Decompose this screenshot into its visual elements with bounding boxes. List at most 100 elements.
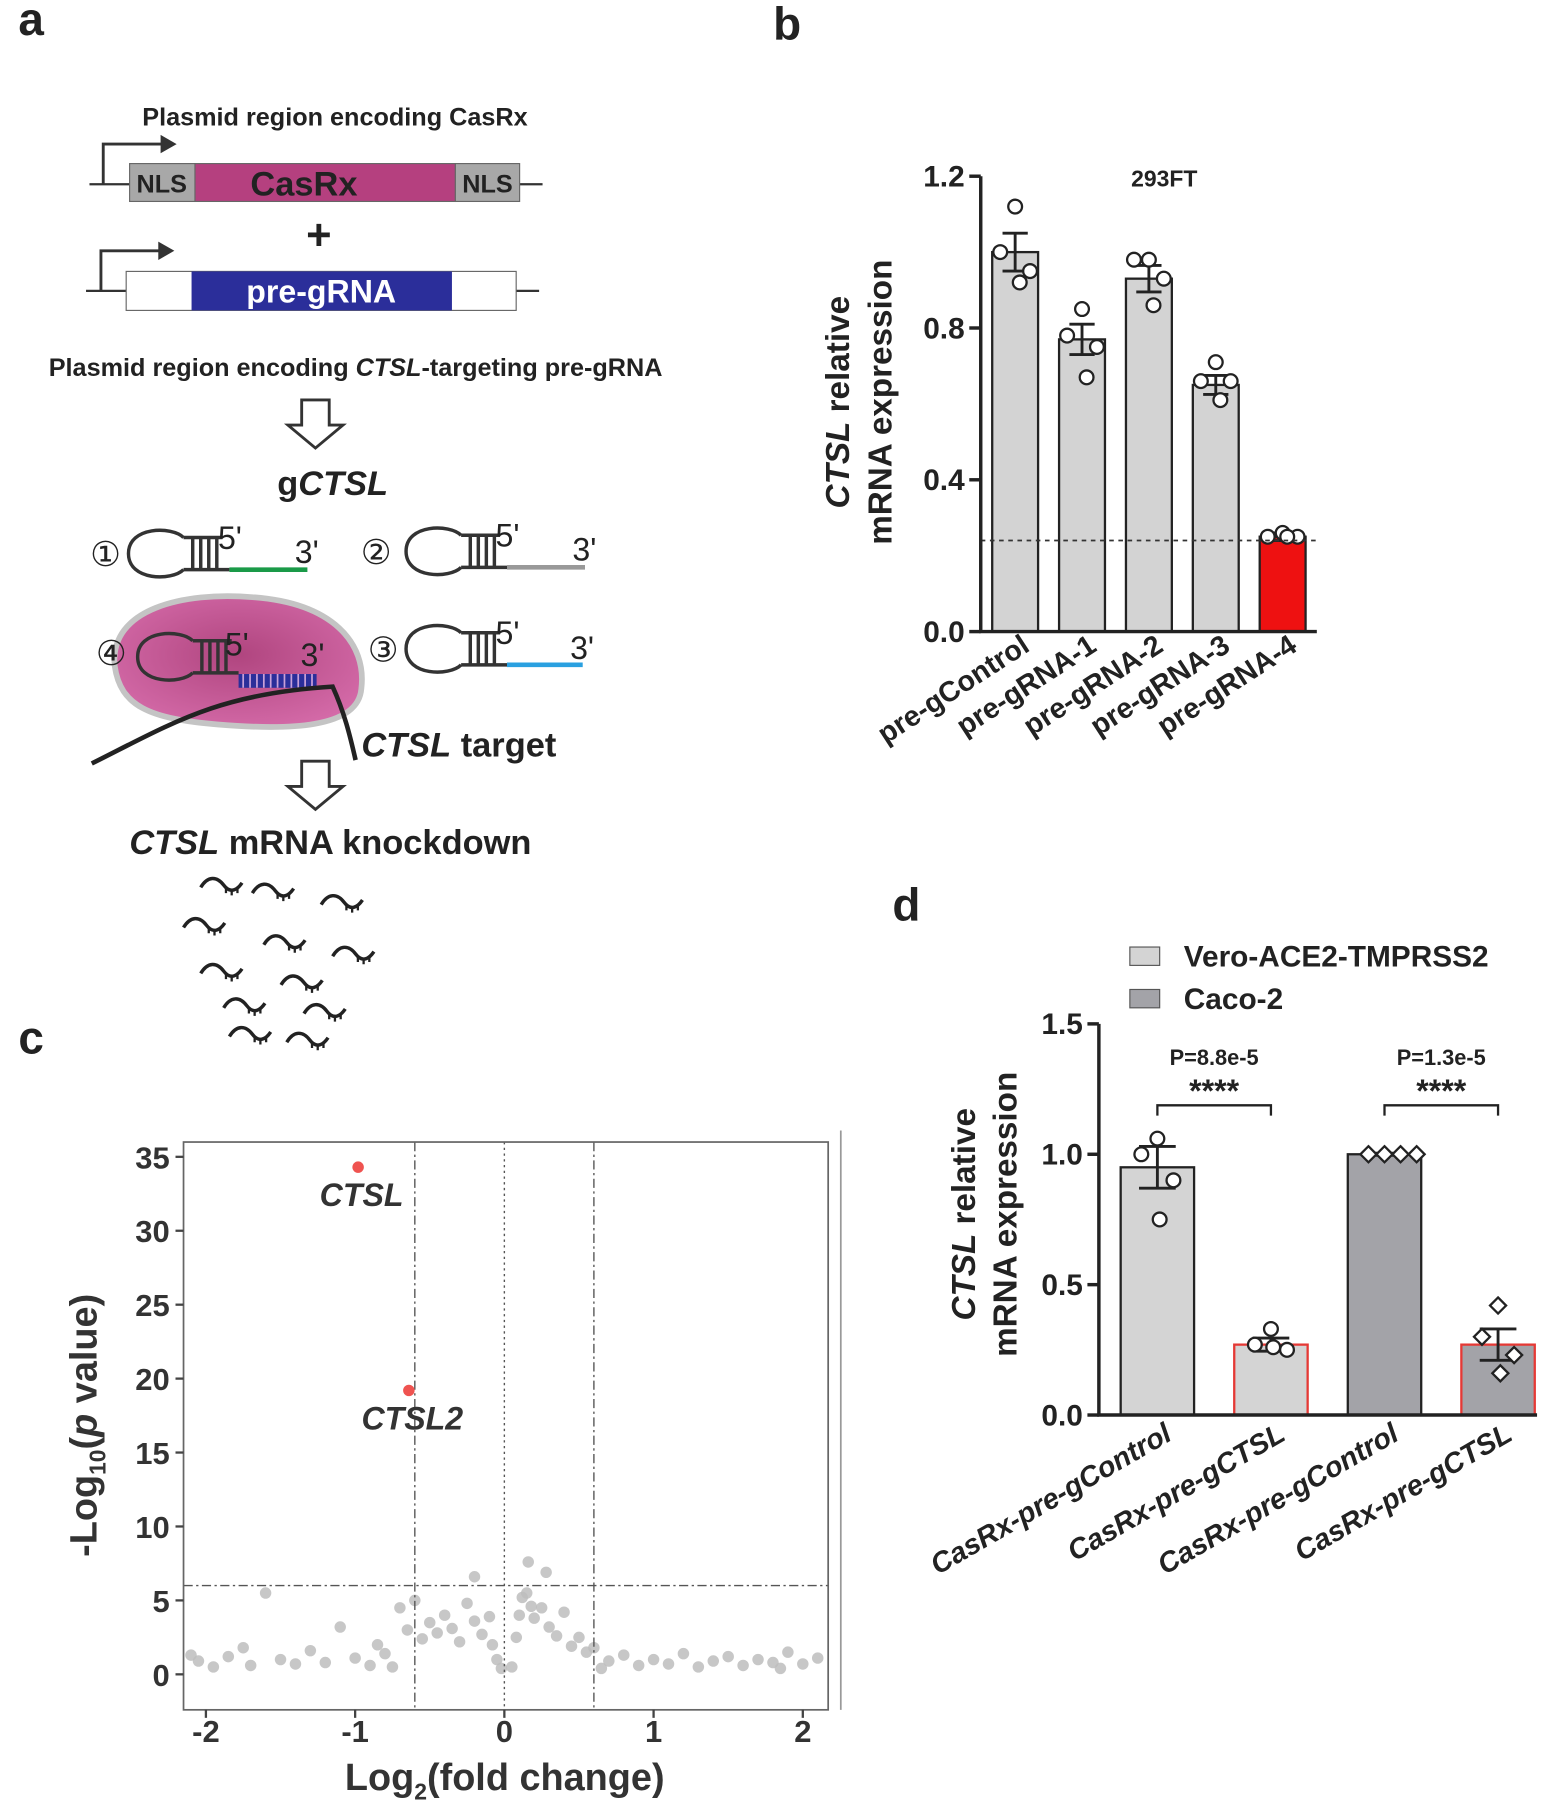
y-axis-label: CTSL relative — [820, 296, 857, 509]
data-point — [1078, 369, 1095, 386]
text-part: mRNA knockdown — [219, 824, 531, 862]
text-part: value) — [63, 1294, 105, 1414]
data-point — [1149, 1130, 1166, 1147]
data-point — [424, 1616, 436, 1629]
pregrna-box — [191, 271, 452, 311]
data-point — [1011, 274, 1028, 291]
x-tick-label: -2 — [192, 1714, 220, 1749]
data-point — [468, 1571, 481, 1583]
y-tick-label: 0.8 — [923, 312, 964, 345]
data-point — [207, 1661, 220, 1673]
data-point — [1472, 1327, 1492, 1347]
data-point — [1222, 373, 1239, 390]
data-point — [1212, 392, 1229, 409]
y-axis-label: mRNA expression — [987, 1072, 1024, 1357]
data-point — [1374, 1144, 1395, 1164]
y-axis-label: -Log10(p value) — [63, 1294, 110, 1557]
data-point — [1155, 270, 1172, 287]
data-point — [1125, 251, 1143, 268]
bar — [1258, 535, 1307, 633]
panel-label: b — [773, 0, 801, 50]
segment-label: NLS — [137, 170, 187, 198]
point-label: CTSL — [320, 1177, 404, 1213]
data-point — [506, 1661, 518, 1673]
text-part: relative — [820, 296, 857, 422]
data-point — [274, 1653, 287, 1666]
data-point — [222, 1650, 235, 1663]
end-label: 5' — [496, 615, 520, 651]
legend-label: Vero-ACE2-TMPRSS2 — [1184, 941, 1489, 974]
text-part: CTSL — [361, 727, 451, 765]
data-point — [1358, 1144, 1379, 1164]
guide-number: ③ — [368, 630, 399, 670]
data-point — [244, 1659, 257, 1672]
data-point — [1246, 1336, 1263, 1353]
data-point — [737, 1659, 749, 1672]
guide-number: ② — [361, 533, 392, 573]
y-tick-label: 0.5 — [1041, 1269, 1082, 1302]
data-point — [535, 1602, 548, 1614]
data-point — [811, 1652, 824, 1664]
y-tick-label: 1.0 — [1041, 1139, 1082, 1172]
data-point — [595, 1662, 608, 1675]
x-tick-label: 1 — [645, 1714, 662, 1749]
data-point — [401, 1624, 414, 1636]
casrx-box — [194, 163, 456, 203]
panel-label: a — [18, 0, 44, 45]
legend-swatch — [1129, 946, 1161, 966]
point-label: CTSL2 — [361, 1400, 463, 1436]
data-point — [495, 1662, 508, 1675]
text-part: Log — [345, 1757, 414, 1799]
data-point — [1406, 1144, 1427, 1164]
fragment — [199, 962, 244, 984]
text-part: g — [277, 465, 298, 503]
data-point — [510, 1631, 523, 1644]
data-point — [1022, 263, 1039, 280]
y-tick-label: 25 — [135, 1288, 169, 1323]
guide-number: ④ — [96, 634, 127, 674]
legend-label: Caco-2 — [1184, 983, 1283, 1016]
data-point — [438, 1609, 451, 1621]
y-tick-label: 20 — [135, 1362, 169, 1397]
rna-fragments — [181, 876, 376, 1052]
data-point — [394, 1602, 406, 1614]
data-point — [364, 1659, 376, 1672]
fragment — [330, 945, 376, 966]
data-point — [573, 1631, 585, 1644]
axes — [979, 176, 1317, 634]
y-tick-label: 0.0 — [1041, 1399, 1082, 1432]
bar — [1124, 277, 1173, 633]
data-point — [409, 1594, 421, 1607]
p-value: P=8.8e-5 — [1170, 1045, 1259, 1070]
data-point — [513, 1609, 526, 1621]
end-label: 3' — [572, 531, 596, 567]
data-point — [371, 1639, 384, 1651]
bar — [991, 250, 1040, 633]
frame — [182, 1141, 830, 1711]
promoter — [99, 249, 161, 291]
target-rna — [90, 684, 358, 766]
data-point — [588, 1641, 600, 1654]
text-part: p — [63, 1414, 105, 1438]
fragment — [302, 1002, 347, 1024]
data-point — [782, 1646, 794, 1658]
fragment — [181, 916, 227, 938]
guide-number: ① — [90, 535, 121, 575]
p-value: P=1.3e-5 — [1397, 1045, 1486, 1070]
text-part: 10 — [85, 1449, 111, 1475]
data-point — [1151, 1211, 1168, 1228]
data-point — [468, 1615, 481, 1627]
text-part: (fold change) — [427, 1757, 665, 1799]
axes — [1097, 1023, 1538, 1417]
text-part: target — [451, 727, 557, 765]
data-point — [522, 1556, 534, 1568]
y-tick-label: 1.2 — [923, 161, 964, 194]
data-point — [550, 1630, 563, 1642]
data-point — [431, 1627, 443, 1639]
data-point — [603, 1655, 615, 1667]
data-point — [1007, 198, 1024, 215]
panel-label: d — [892, 879, 920, 931]
data-point — [304, 1644, 317, 1657]
data-point — [722, 1650, 734, 1663]
